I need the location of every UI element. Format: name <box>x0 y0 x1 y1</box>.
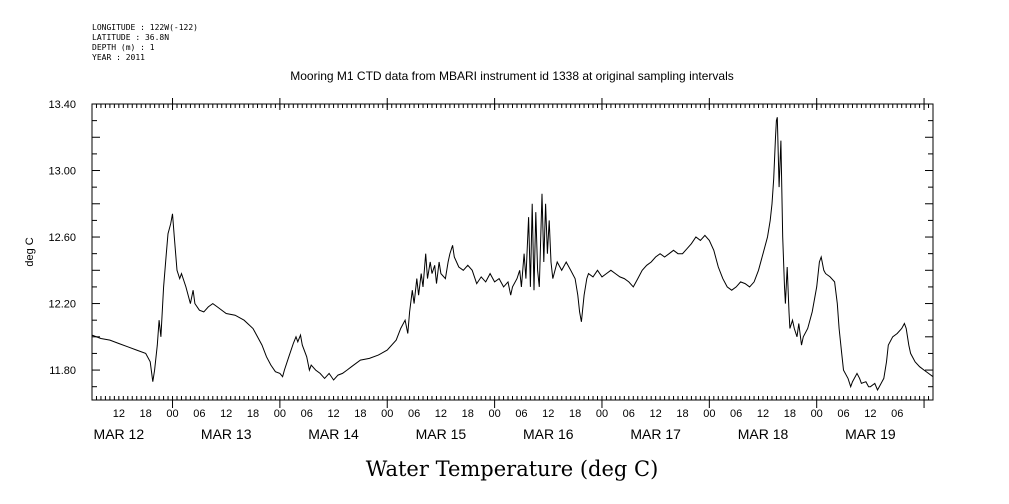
x-hour-tick-label: 00 <box>596 408 608 420</box>
x-hour-tick-label: 12 <box>435 408 447 420</box>
plot-frame <box>91 103 934 401</box>
x-hour-tick-label: 00 <box>166 408 178 420</box>
meta-longitude: LONGITUDE : 122W(-122) <box>92 23 198 32</box>
y-tick-label: 13.40 <box>48 99 76 111</box>
x-hour-tick-label: 18 <box>247 408 259 420</box>
x-hour-tick-label: 18 <box>676 408 688 420</box>
x-hour-tick-label: 12 <box>757 408 769 420</box>
x-hour-tick-label: 06 <box>623 408 635 420</box>
x-hour-tick-label: 12 <box>650 408 662 420</box>
x-axis-label: Water Temperature (deg C) <box>366 457 659 481</box>
x-day-label: MAR 13 <box>201 426 252 442</box>
x-hour-tick-label: 00 <box>381 408 393 420</box>
y-tick-label: 12.60 <box>48 232 76 244</box>
x-hour-tick-label: 00 <box>811 408 823 420</box>
x-hour-tick-label: 06 <box>730 408 742 420</box>
x-hour-tick-label: 06 <box>891 408 903 420</box>
x-hour-tick-label: 12 <box>113 408 125 420</box>
x-hour-tick-label: 12 <box>220 408 232 420</box>
x-hour-tick-label: 18 <box>140 408 152 420</box>
meta-year: YEAR : 2011 <box>92 53 145 62</box>
chart-title: Mooring M1 CTD data from MBARI instrumen… <box>290 69 734 83</box>
x-hour-tick-label: 18 <box>569 408 581 420</box>
axes-group: 12 18 00 06 12 18 00 06 12 18 00 06 12 18 00 06 12 18 00 06… <box>48 98 933 442</box>
x-day-label: MAR 17 <box>630 426 681 442</box>
x-hour-tick-label: 06 <box>193 408 205 420</box>
x-day-label: MAR 18 <box>738 426 789 442</box>
temperature-line <box>91 117 934 392</box>
x-hour-tick-label: 06 <box>837 408 849 420</box>
y-axis-label: deg C <box>24 237 36 266</box>
x-hour-tick-label: 06 <box>301 408 313 420</box>
x-day-label: MAR 15 <box>416 426 467 442</box>
meta-latitude: LATITUDE : 36.8N <box>92 33 169 42</box>
x-hour-tick-label: 00 <box>274 408 286 420</box>
x-hour-tick-label: 18 <box>462 408 474 420</box>
x-hour-tick-label: 12 <box>327 408 339 420</box>
x-hour-tick-label: 18 <box>354 408 366 420</box>
y-tick-label: 11.80 <box>49 365 76 377</box>
x-hour-tick-label: 00 <box>703 408 715 420</box>
x-hour-tick-label: 12 <box>542 408 554 420</box>
x-hour-tick-label: 06 <box>515 408 527 420</box>
x-hour-tick-label: 06 <box>408 408 420 420</box>
series-group <box>91 117 934 392</box>
y-tick-label: 12.20 <box>48 299 76 311</box>
meta-depth: DEPTH (m) : 1 <box>92 43 155 52</box>
x-hour-tick-label: 12 <box>864 408 876 420</box>
x-day-label: MAR 14 <box>308 426 359 442</box>
x-hour-tick-label: 18 <box>784 408 796 420</box>
x-day-label: MAR 19 <box>845 426 896 442</box>
y-tick-label: 13.00 <box>48 166 76 178</box>
x-day-label: MAR 16 <box>523 426 574 442</box>
x-day-label: MAR 12 <box>94 426 145 442</box>
x-hour-tick-label: 00 <box>488 408 500 420</box>
